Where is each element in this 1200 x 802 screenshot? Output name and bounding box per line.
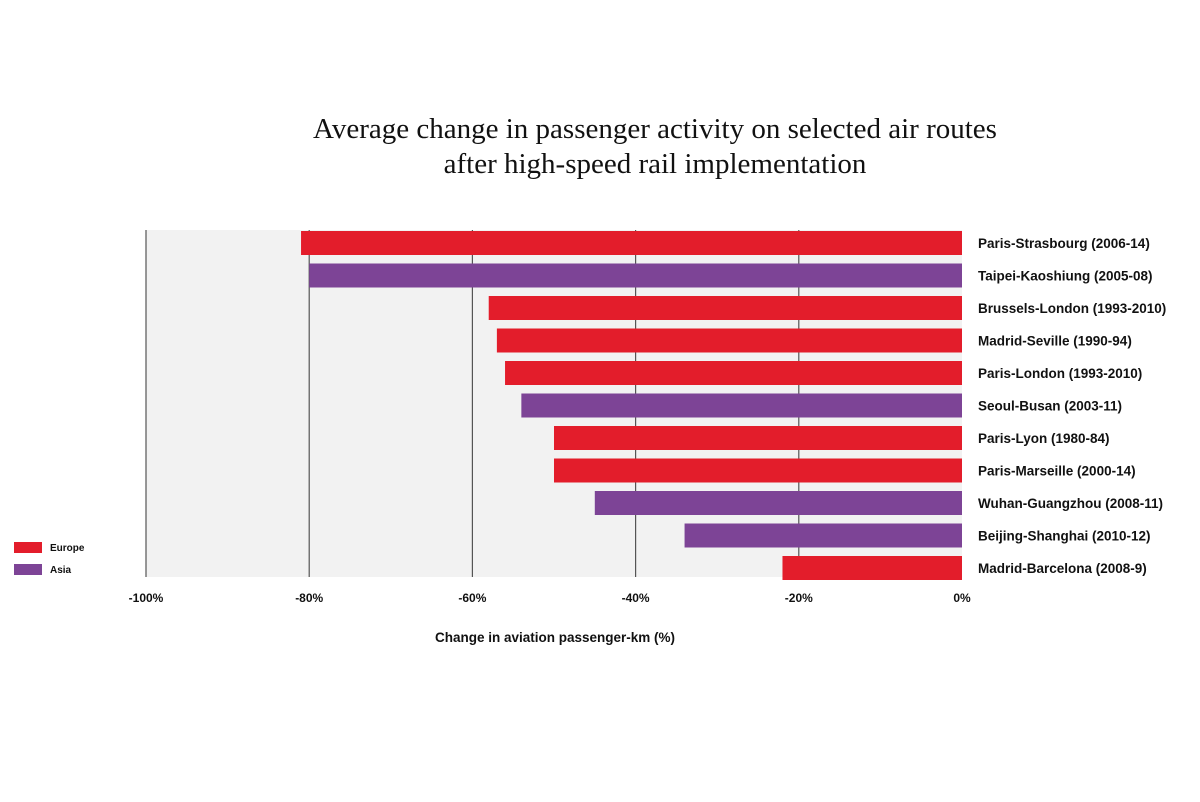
bar-asia — [684, 523, 962, 548]
chart-title-line-2: after high-speed rail implementation — [443, 148, 867, 180]
chart-title: Average change in passenger activity on … — [255, 112, 1055, 182]
bar-asia — [594, 491, 962, 515]
bar-europe — [554, 458, 962, 483]
category-label: Paris-London (1993-2010) — [978, 366, 1142, 381]
legend-swatch-asia — [14, 564, 42, 575]
category-label: Beijing-Shanghai (2010-12) — [978, 529, 1151, 544]
x-tick-label: 0% — [953, 591, 971, 605]
category-label: Paris-Strasbourg (2006-14) — [978, 236, 1150, 251]
category-label: Paris-Lyon (1980-84) — [978, 431, 1110, 446]
x-tick-label: -100% — [129, 591, 164, 605]
bar-europe — [488, 296, 962, 320]
bar-europe — [496, 328, 962, 353]
category-label: Taipei-Kaoshiung (2005-08) — [978, 269, 1153, 284]
bar-europe — [554, 426, 962, 450]
bar-asia — [521, 393, 962, 418]
chart-title-line-1: Average change in passenger activity on … — [313, 113, 997, 145]
bar-asia — [309, 263, 962, 288]
legend-label: Europe — [50, 543, 85, 554]
category-label: Paris-Marseille (2000-14) — [978, 464, 1136, 479]
x-axis-label: Change in aviation passenger-km (%) — [435, 630, 675, 645]
x-tick-label: -40% — [622, 591, 650, 605]
x-tick-label: -20% — [785, 591, 813, 605]
bar-europe — [301, 231, 962, 255]
x-tick-label: -60% — [458, 591, 486, 605]
category-label: Wuhan-Guangzhou (2008-11) — [978, 496, 1163, 511]
bar-europe — [505, 361, 962, 385]
legend-label: Asia — [50, 565, 72, 576]
category-label: Madrid-Seville (1990-94) — [978, 334, 1132, 349]
category-label: Seoul-Busan (2003-11) — [978, 399, 1122, 414]
category-label: Madrid-Barcelona (2008-9) — [978, 561, 1147, 576]
bar-europe — [782, 556, 962, 580]
legend-swatch-europe — [14, 542, 42, 553]
x-tick-label: -80% — [295, 591, 323, 605]
category-label: Brussels-London (1993-2010) — [978, 301, 1166, 316]
